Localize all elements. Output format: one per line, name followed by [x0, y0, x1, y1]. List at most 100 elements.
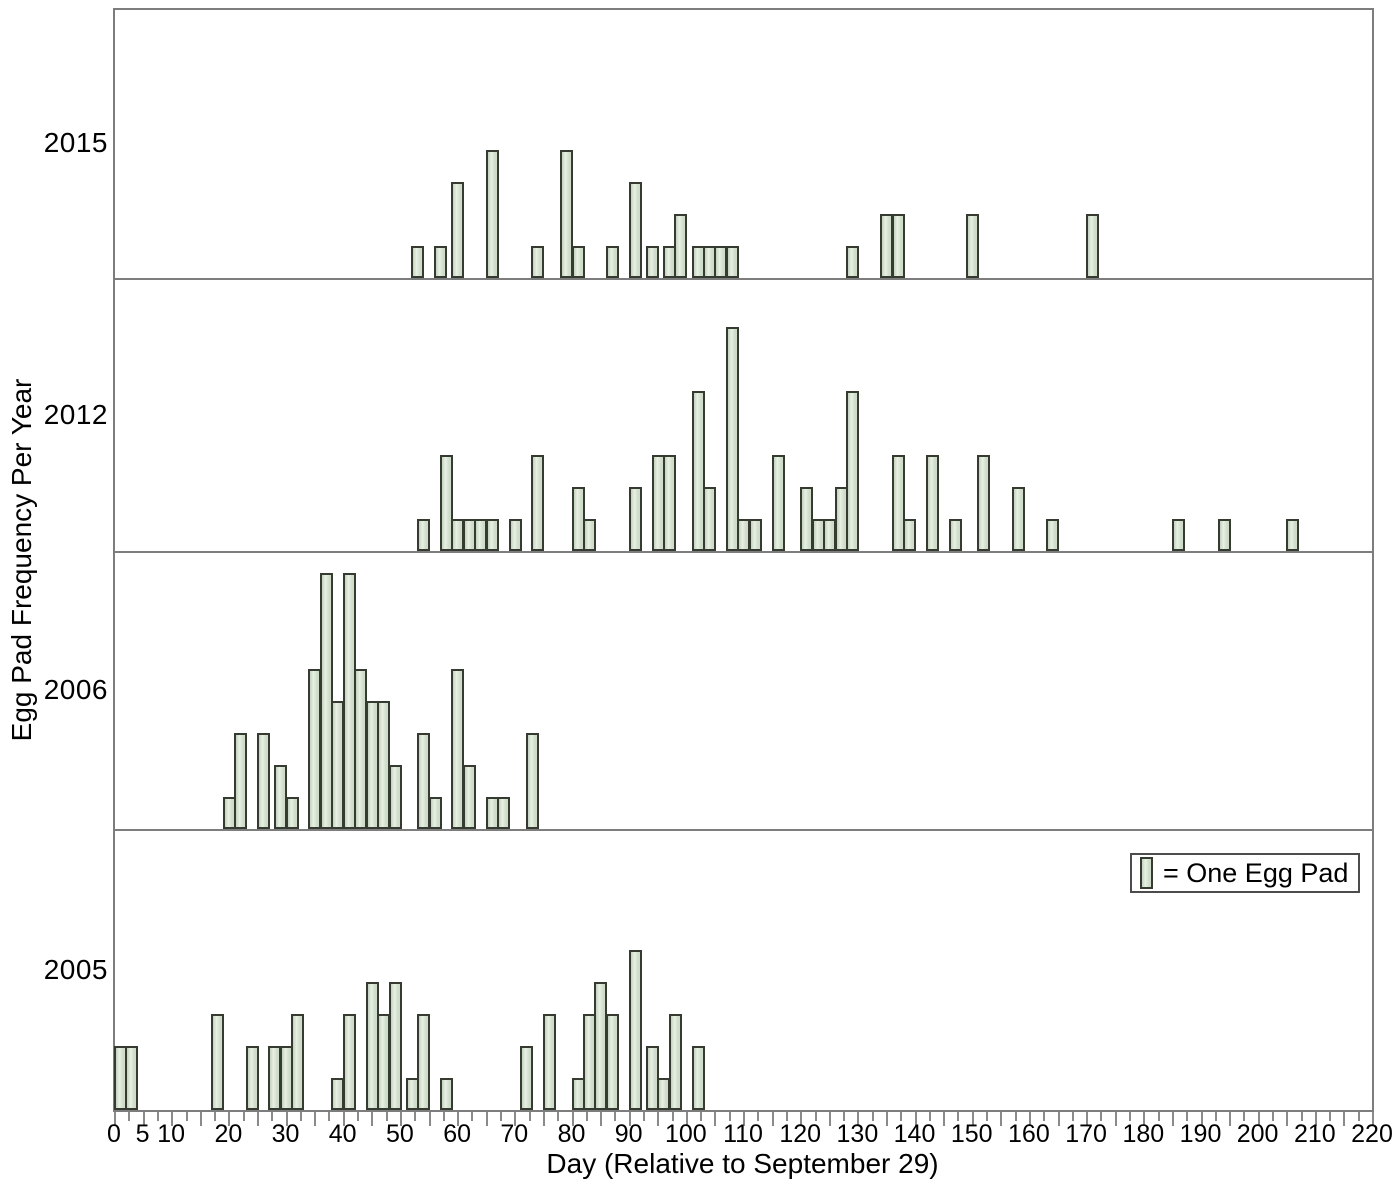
egg-pad-bar-2012-day128 — [845, 391, 859, 551]
x-axis-tick-label-220: 220 — [1351, 1120, 1393, 1148]
egg-pad-bar-2015-day73 — [531, 246, 545, 278]
x-axis-tick — [257, 1112, 259, 1126]
x-axis-tick — [328, 1112, 331, 1121]
x-axis-tick — [1329, 1112, 1332, 1121]
x-axis-tick-label-160: 160 — [1008, 1120, 1050, 1148]
x-axis-tick — [886, 1112, 888, 1126]
egg-pad-bar-2015-day98 — [674, 214, 688, 278]
x-axis-tick — [585, 1112, 588, 1121]
x-axis-tick — [700, 1112, 703, 1121]
egg-pad-bar-2006-day53 — [417, 733, 431, 829]
x-axis-tick — [214, 1112, 217, 1121]
x-axis-tick — [1028, 1112, 1031, 1126]
x-axis-tick — [185, 1112, 188, 1121]
x-axis-tick-label-70: 70 — [500, 1120, 529, 1148]
panel-separator-0 — [113, 278, 1374, 280]
x-axis-tick — [614, 1112, 617, 1121]
x-axis-tick-label-150: 150 — [950, 1120, 993, 1148]
egg-pad-bar-2012-day157 — [1011, 487, 1025, 551]
x-axis-tick-label-0: 0 — [107, 1120, 121, 1148]
x-axis-tick — [1071, 1112, 1074, 1121]
x-axis-title: Day (Relative to September 29) — [546, 1148, 939, 1179]
x-axis-tick — [357, 1112, 359, 1121]
egg-pad-bar-2012-day163 — [1046, 519, 1060, 551]
x-axis-tick-label-50: 50 — [385, 1120, 414, 1148]
egg-pad-bar-2015-day90 — [628, 182, 642, 278]
egg-pad-bar-2006-day72 — [525, 733, 539, 829]
x-axis-tick — [228, 1112, 231, 1126]
egg-pad-bar-2006-day59 — [451, 669, 465, 829]
x-axis-tick-label-120: 120 — [779, 1120, 822, 1148]
x-axis-tick — [1257, 1112, 1260, 1126]
egg-pad-bar-2012-day205 — [1286, 519, 1300, 551]
x-axis-tick — [814, 1112, 817, 1121]
x-axis-tick-label-190: 190 — [1179, 1120, 1222, 1148]
x-axis-tick — [785, 1112, 788, 1121]
egg-pad-bar-2005-day31 — [291, 1014, 305, 1110]
legend-label: = One Egg Pad — [1163, 857, 1349, 888]
x-axis-tick — [542, 1112, 545, 1126]
x-axis-tick-label-140: 140 — [893, 1120, 936, 1148]
x-axis-tick — [457, 1112, 460, 1126]
egg-pad-bar-2015-day107 — [725, 246, 739, 278]
x-axis-tick-label-10: 10 — [157, 1120, 186, 1148]
x-axis-tick — [156, 1112, 159, 1121]
x-axis-tick-label-180: 180 — [1122, 1120, 1165, 1148]
x-axis-tick — [514, 1112, 517, 1126]
egg-pad-bar-2005-day57 — [439, 1078, 453, 1110]
egg-pad-swatch-icon — [1140, 857, 1153, 889]
x-axis-tick — [314, 1112, 317, 1126]
year-label-2006: 2006 — [43, 674, 108, 705]
x-axis-tick — [199, 1112, 202, 1126]
x-axis-tick — [1014, 1112, 1017, 1121]
x-axis-tick — [671, 1112, 674, 1121]
x-axis-tick — [399, 1112, 402, 1126]
egg-pad-bar-2005-day23 — [245, 1046, 259, 1110]
egg-pad-bar-2012-day185 — [1171, 519, 1185, 551]
year-label-2012: 2012 — [43, 398, 108, 430]
x-axis-tick — [657, 1112, 660, 1126]
egg-pad-bar-2005-day2 — [125, 1046, 139, 1110]
egg-pad-bar-2005-day101 — [691, 1046, 705, 1110]
x-axis-tick — [757, 1112, 760, 1121]
egg-pad-bar-2012-day107 — [725, 327, 739, 551]
x-axis-tick-label-170: 170 — [1065, 1120, 1107, 1148]
x-axis-tick-label-90: 90 — [614, 1120, 643, 1148]
x-axis-tick — [414, 1112, 417, 1121]
x-axis-tick — [485, 1112, 488, 1126]
egg-pad-bar-2012-day111 — [748, 519, 762, 551]
x-axis-tick — [114, 1112, 116, 1126]
x-axis-tick — [1143, 1112, 1146, 1126]
egg-pad-bar-2015-day93 — [645, 246, 659, 278]
x-axis-tick — [1057, 1112, 1060, 1126]
egg-pad-bar-2006-day30 — [285, 797, 299, 829]
egg-pad-bar-2012-day101 — [691, 391, 705, 551]
year-label-2015: 2015 — [43, 127, 108, 158]
x-axis-tick-label-80: 80 — [557, 1120, 586, 1148]
x-axis-tick — [728, 1112, 731, 1121]
egg-pad-bar-2005-day86 — [605, 1014, 619, 1110]
egg-pad-bar-2005-day75 — [542, 1014, 556, 1110]
x-axis-tick — [685, 1112, 688, 1126]
panel-separator-1 — [113, 551, 1374, 553]
x-axis-tick — [943, 1112, 946, 1126]
x-axis-tick — [1357, 1112, 1360, 1121]
x-axis-tick — [342, 1112, 345, 1126]
x-axis-tick — [857, 1112, 860, 1126]
egg-pad-bar-2012-day90 — [628, 487, 642, 551]
x-axis-tick — [1100, 1112, 1103, 1121]
egg-pad-bar-2012-day146 — [948, 519, 962, 551]
x-axis-tick — [1229, 1112, 1231, 1126]
egg-pad-bar-2012-day53 — [417, 519, 431, 551]
x-axis-tick — [1086, 1112, 1089, 1126]
egg-pad-bar-2006-day67 — [497, 797, 511, 829]
x-axis-tick-label-130: 130 — [836, 1120, 879, 1148]
x-axis-tick — [285, 1112, 288, 1126]
egg-pad-bar-2005-day17 — [211, 1014, 225, 1110]
x-axis-tick — [871, 1112, 874, 1121]
egg-pad-bar-2012-day151 — [977, 455, 991, 551]
x-axis-tick — [971, 1112, 974, 1126]
x-axis-tick-label-30: 30 — [271, 1120, 300, 1148]
x-axis-tick — [914, 1112, 917, 1126]
